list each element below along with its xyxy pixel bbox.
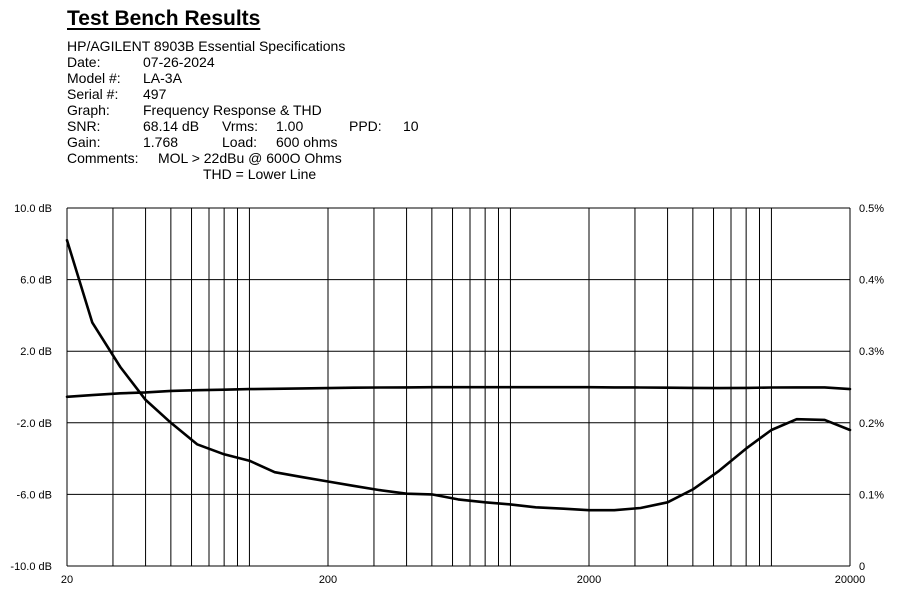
frequency-response-line <box>65 385 852 399</box>
info-block: HP/AGILENT 8903B Essential Specification… <box>67 38 345 54</box>
model-value: LA-3A <box>143 70 182 86</box>
ppd-label: PPD: <box>349 118 382 134</box>
y-right-tick-label: 0.4% <box>859 275 884 287</box>
ppd-value: 10 <box>403 118 419 134</box>
y-left-tick-label: -6.0 dB <box>17 489 52 501</box>
vrms-value: 1.00 <box>276 118 304 134</box>
y-left-tick-label: 10.0 dB <box>14 203 52 215</box>
serial-value: 497 <box>143 86 167 102</box>
load-value: 600 ohms <box>276 134 338 150</box>
load-label: Load: <box>222 134 258 150</box>
y-right-tick-label: 0.3% <box>859 346 884 358</box>
model-label: Model #: <box>67 70 121 86</box>
snr-value: 68.14 dB <box>143 118 200 134</box>
x-tick-label: 20000 <box>835 574 866 586</box>
y-left-tick-label: 2.0 dB <box>20 346 52 358</box>
comments-value: MOL > 22dBu @ 600O Ohms <box>158 150 342 166</box>
page-title: Test Bench Results <box>67 7 261 30</box>
serial-label: Serial #: <box>67 86 119 102</box>
field-values: 07-26-2024 LA-3A 497 Frequency Response … <box>143 54 322 150</box>
x-tick-label: 200 <box>319 574 337 586</box>
y-right-tick-label: 0 <box>859 561 865 573</box>
y-left-tick-label: 6.0 dB <box>20 275 52 287</box>
vrms-label: Vrms: <box>222 118 259 134</box>
graph-label: Graph: <box>67 102 110 118</box>
date-value: 07-26-2024 <box>143 54 215 70</box>
gain-label: Gain: <box>67 134 101 150</box>
y-left-tick-label: -2.0 dB <box>17 418 52 430</box>
y-right-tick-label: 0.5% <box>859 203 884 215</box>
y-left-tick-label: -10.0 dB <box>10 561 52 573</box>
x-tick-label: 20 <box>61 574 73 586</box>
comments-label: Comments: <box>67 150 139 166</box>
graph-value: Frequency Response & THD <box>143 102 322 118</box>
y-right-tick-label: 0.2% <box>859 418 884 430</box>
thd-line <box>65 238 852 512</box>
x-tick-label: 2000 <box>577 574 601 586</box>
comments-line-2: THD = Lower Line <box>203 166 317 182</box>
gain-value: 1.768 <box>143 134 179 150</box>
snr-label: SNR: <box>67 118 101 134</box>
field-labels: Date: Model #: Serial #: Graph: SNR: Gai… <box>67 54 139 166</box>
date-label: Date: <box>67 54 101 70</box>
y-right-tick-label: 0.1% <box>859 489 884 501</box>
subtitle: HP/AGILENT 8903B Essential Specification… <box>67 38 346 54</box>
